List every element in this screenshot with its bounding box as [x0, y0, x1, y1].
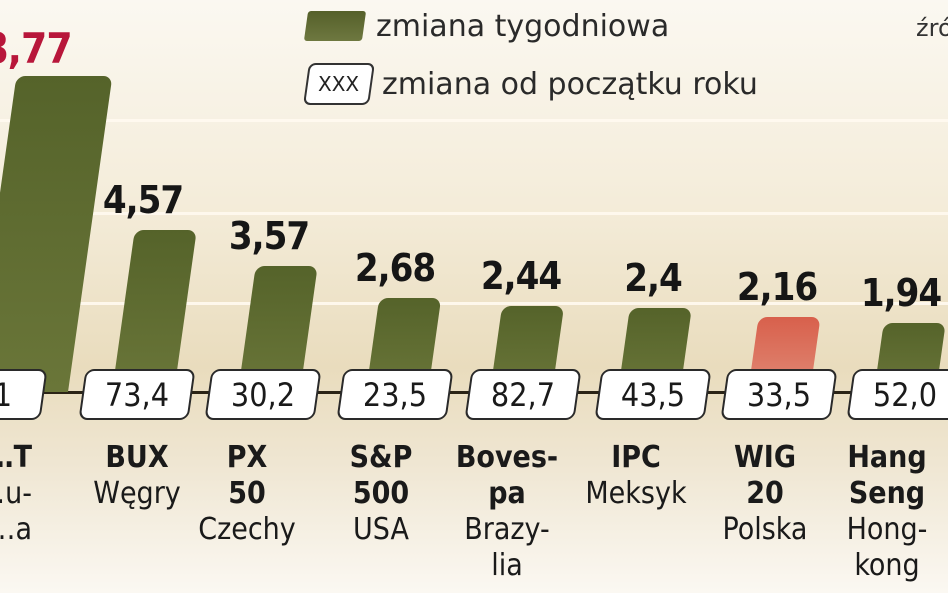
legend-ytd-label: zmiana od początku roku: [382, 66, 758, 102]
category-label: …T…u- …a: [0, 440, 32, 548]
ytd-value-box: 23,5: [336, 369, 454, 420]
country-name: Brazy- lia: [464, 512, 550, 583]
weekly-value: 2,16: [736, 265, 818, 309]
legend: zmiana tygodniowa XXX zmiana od początku…: [303, 4, 758, 120]
index-name: WIG 20: [734, 440, 796, 511]
ytd-value-box: 33,5: [720, 369, 838, 420]
category-label: BUX Węgry: [62, 440, 212, 512]
legend-item-weekly: zmiana tygodniowa: [303, 4, 758, 48]
ytd-value-box: …1: [0, 369, 48, 420]
ytd-value-box: 43,5: [594, 369, 712, 420]
weekly-value: 3,57: [228, 214, 310, 258]
country-name: Hong- kong: [846, 512, 928, 583]
ytd-value-box: 82,7: [464, 369, 582, 420]
country-name: USA: [353, 512, 409, 547]
ytd-value-box: 52,0: [846, 369, 948, 420]
country-name: Węgry: [93, 476, 181, 511]
country-name: Polska: [722, 512, 808, 547]
ytd-value-box: 30,2: [204, 369, 322, 420]
ytd-value: 30,2: [230, 375, 296, 414]
bar-weekly: [112, 230, 197, 392]
category-label: Hang Seng Hong- kong: [812, 440, 948, 584]
ytd-value: 23,5: [362, 375, 428, 414]
gridline: [0, 302, 948, 305]
category-label: S&P 500 USA: [306, 440, 456, 548]
country-name: Meksyk: [585, 476, 687, 511]
source-label: źró: [916, 14, 948, 42]
category-label: IPC Meksyk: [561, 440, 711, 512]
bar-weekly: [0, 76, 113, 392]
index-name: IPC: [611, 440, 661, 475]
index-name: …T: [0, 440, 32, 475]
ytd-value: 82,7: [490, 375, 556, 414]
ytd-value-box: 73,4: [78, 369, 196, 420]
weekly-value: 8,77: [0, 24, 73, 73]
category-label: PX 50 Czechy: [172, 440, 322, 548]
country-name: Czechy: [198, 512, 296, 547]
legend-swatch-icon: [303, 11, 367, 41]
ytd-value: 52,0: [872, 375, 938, 414]
gridline: [0, 119, 948, 122]
index-name: S&P 500: [349, 440, 413, 511]
legend-item-ytd: XXX zmiana od początku roku: [303, 62, 758, 106]
legend-box-icon: XXX: [303, 63, 375, 105]
legend-weekly-label: zmiana tygodniowa: [376, 8, 670, 44]
legend-box-text: XXX: [318, 72, 360, 96]
weekly-value: 2,68: [354, 246, 436, 290]
index-name: BUX: [105, 440, 169, 475]
ytd-value: 43,5: [620, 375, 686, 414]
country-name: …u- …a: [0, 476, 32, 547]
category-label: Boves- pa Brazy- lia: [432, 440, 582, 584]
weekly-value: 2,4: [624, 256, 683, 300]
ytd-value: …1: [0, 375, 13, 414]
ytd-value: 73,4: [104, 375, 170, 414]
index-name: Hang Seng: [847, 440, 927, 511]
index-name: PX 50: [226, 440, 268, 511]
weekly-value: 4,57: [102, 178, 184, 222]
weekly-value: 2,44: [480, 254, 562, 298]
ytd-value: 33,5: [746, 375, 812, 414]
weekly-value: 1,94: [860, 271, 942, 315]
index-name: Boves- pa: [455, 440, 559, 511]
category-label: WIG 20 Polska: [690, 440, 840, 548]
gridline: [0, 212, 948, 215]
